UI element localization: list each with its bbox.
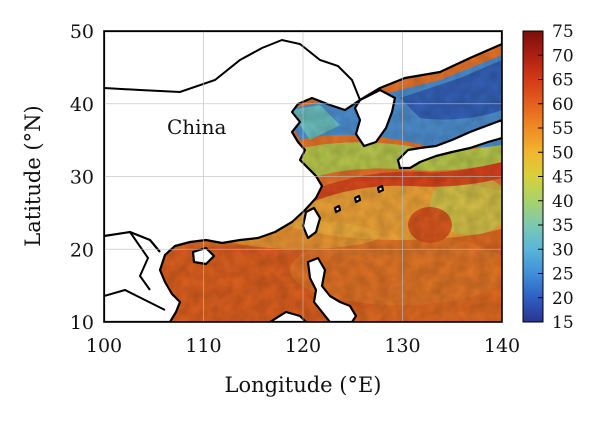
borneo-coast: [268, 310, 308, 322]
colorbar-tick-label: 70: [552, 46, 574, 66]
grid-lines: [104, 31, 502, 322]
x-tick-label: 110: [185, 335, 221, 357]
country-borders: [104, 38, 361, 311]
colorbar-tick-label: 35: [552, 216, 574, 236]
japan-islands: [396, 118, 502, 170]
x-tick-label: 140: [484, 335, 520, 357]
colorbar-tick-label: 45: [552, 168, 574, 188]
colorbar-tick-label: 55: [552, 119, 574, 139]
colorbar-tick-label: 60: [552, 95, 574, 115]
y-tick-label: 10: [70, 312, 94, 334]
colorbar-tick-label: 30: [552, 240, 574, 260]
colorbar-tick-label: 75: [552, 22, 574, 42]
colorbar-tick-label: 65: [552, 71, 574, 91]
colorbar-tick-label: 25: [552, 265, 574, 285]
colorbar-tick-label: 40: [552, 192, 574, 212]
y-axis-title: Latitude (°N): [21, 105, 45, 246]
y-axis-ticks: 10 20 30 40 50: [70, 21, 94, 334]
indochina-coast: [104, 230, 161, 253]
x-tick-label: 120: [285, 335, 321, 357]
plot-frame: [103, 30, 503, 323]
ryukyu-islands: [333, 184, 385, 214]
colorbar-tick-label: 15: [552, 313, 574, 333]
colorbar-tick-label: 20: [552, 289, 574, 309]
region-label-china: China: [167, 115, 226, 139]
y-tick-label: 30: [70, 167, 94, 189]
y-tick-label: 40: [70, 94, 94, 116]
x-tick-label: 130: [384, 335, 420, 357]
y-tick-label: 20: [70, 239, 94, 261]
colorbar: 15 20 25 30 35 40 45 50 55 60 65 70 75: [522, 22, 574, 333]
colorbar-ticks: 15 20 25 30 35 40 45 50 55 60 65 70 75: [538, 22, 574, 333]
x-axis-title: Longitude (°E): [225, 373, 382, 397]
y-tick-label: 50: [70, 21, 94, 43]
philippines-islands: [306, 256, 358, 322]
x-tick-label: 100: [86, 335, 122, 357]
x-axis-ticks: 100 110 120 130 140: [86, 335, 520, 357]
colorbar-tick-label: 50: [552, 143, 574, 163]
plot-area: [104, 31, 502, 322]
